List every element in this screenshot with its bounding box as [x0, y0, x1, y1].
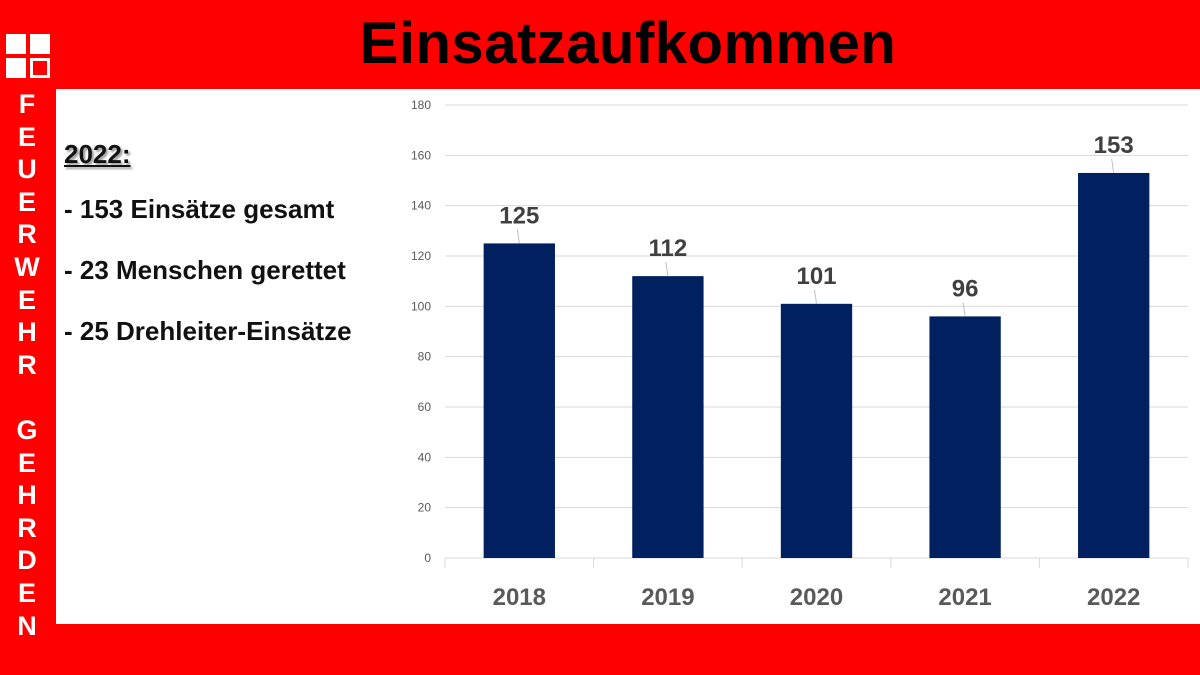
- bar: [483, 243, 555, 558]
- y-tick-label: 0: [424, 551, 431, 565]
- y-tick-label: 180: [411, 98, 431, 112]
- sidebar-letter: E: [17, 577, 36, 608]
- sidebar-letter: E: [17, 284, 36, 315]
- y-tick-label: 120: [411, 249, 431, 263]
- sidebar-letter: N: [17, 610, 37, 641]
- y-tick-label: 20: [418, 501, 432, 515]
- sidebar-letter: D: [17, 545, 37, 576]
- x-tick-label: 2018: [493, 584, 546, 611]
- y-tick-label: 100: [411, 299, 431, 313]
- bar: [1078, 172, 1150, 558]
- bar-chart: 0 20 40 60 80 100 120 140 160 180 125 2018 112 2019 10…: [411, 98, 1189, 611]
- y-tick-label: 60: [418, 400, 432, 414]
- sidebar-letter: R: [17, 219, 37, 250]
- sidebar-letter: R: [17, 349, 37, 380]
- sidebar-letter: E: [17, 447, 36, 478]
- bar: [780, 303, 853, 558]
- page-title: Einsatzaufkommen: [359, 11, 897, 76]
- sidebar-letter: G: [16, 414, 38, 445]
- info-year-heading: 2022:: [64, 139, 131, 169]
- data-label: 153: [1094, 132, 1134, 159]
- data-label-leader: [665, 262, 669, 277]
- x-tick-label: 2019: [641, 584, 694, 611]
- sidebar-letter: F: [18, 89, 36, 119]
- y-tick-label: 140: [411, 199, 431, 213]
- sidebar-letter: W: [14, 251, 40, 282]
- sidebar-letter: E: [17, 121, 36, 152]
- x-tick-label: 2021: [938, 584, 991, 611]
- sidebar-letter: R: [17, 512, 37, 543]
- info-line-rescued: - 23 Menschen gerettet: [64, 255, 346, 285]
- sidebar-letter: E: [17, 186, 36, 217]
- data-label: 96: [952, 275, 979, 302]
- sidebar-letter: U: [17, 154, 37, 185]
- data-label-leader: [1111, 158, 1115, 174]
- fire-brigade-logo-icon: [6, 34, 52, 80]
- info-line-operations: - 153 Einsätze gesamt: [64, 194, 335, 224]
- data-label-leader: [814, 289, 817, 304]
- y-tick-label: 160: [411, 148, 431, 162]
- info-line-ladder: - 25 Drehleiter-Einsätze: [64, 316, 352, 346]
- bar: [632, 276, 704, 558]
- y-tick-label: 80: [418, 350, 432, 364]
- data-label-leader: [962, 302, 966, 317]
- x-tick-label: 2022: [1087, 584, 1140, 611]
- sidebar-letter: H: [17, 317, 37, 348]
- data-label: 112: [649, 235, 688, 262]
- x-tick-label: 2020: [790, 584, 843, 611]
- info-block: 2022: - 153 Einsätze gesamt - 23 Mensche…: [64, 139, 352, 377]
- y-tick-label: 40: [418, 450, 432, 464]
- data-label: 125: [499, 202, 539, 229]
- data-label: 101: [796, 263, 836, 290]
- content-panel: 2022: - 153 Einsätze gesamt - 23 Mensche…: [56, 89, 1200, 624]
- data-label-leader: [516, 229, 520, 244]
- sidebar-letter: H: [17, 480, 37, 511]
- bar: [929, 316, 1001, 558]
